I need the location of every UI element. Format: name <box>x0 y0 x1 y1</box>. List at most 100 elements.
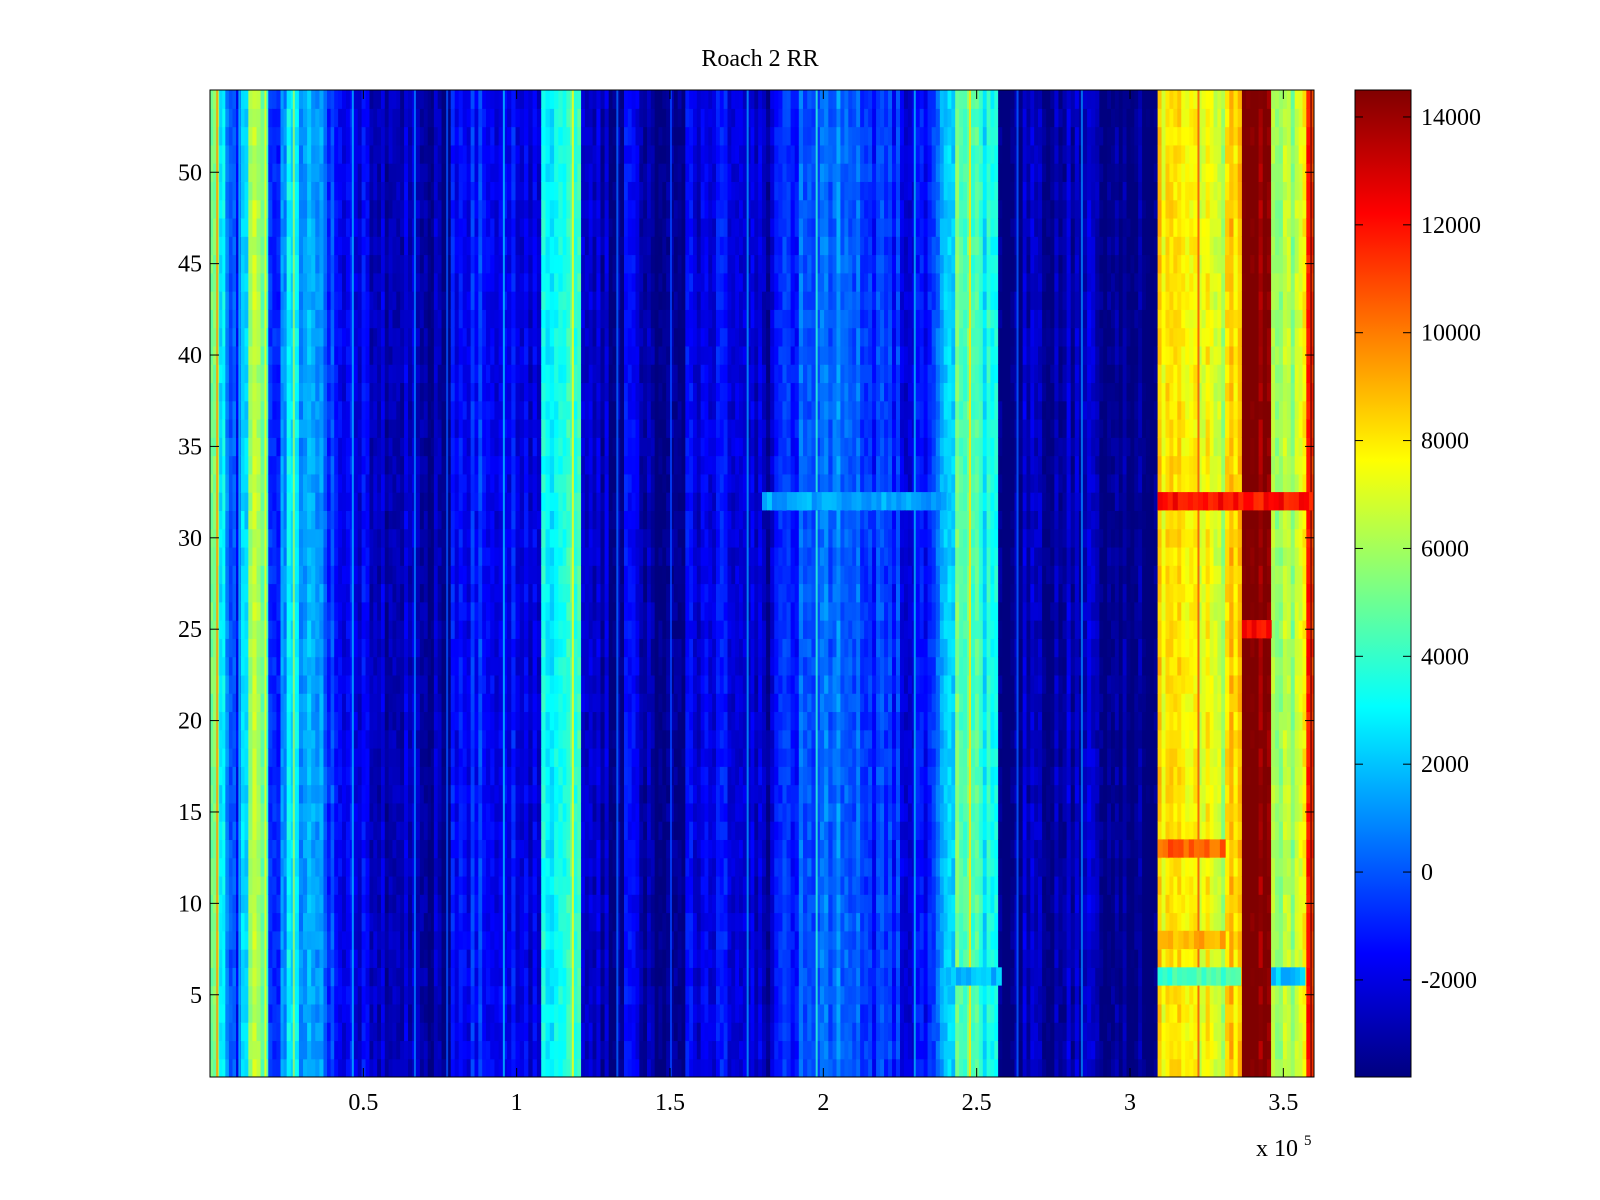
heatmap-cell <box>554 236 559 256</box>
heatmap-cell <box>458 857 464 877</box>
heatmap-cell <box>511 912 517 932</box>
heatmap-cell <box>494 108 500 128</box>
heatmap-cell <box>396 857 401 877</box>
heatmap-cell <box>373 144 378 164</box>
heatmap-cell <box>494 144 500 164</box>
heatmap-cell <box>415 912 421 932</box>
heatmap-cell <box>264 1040 269 1060</box>
heatmap-cell <box>427 839 432 859</box>
heatmap-cell <box>446 492 452 511</box>
heatmap-cell <box>430 163 435 182</box>
heatmap-cell <box>303 528 308 548</box>
heatmap-cell <box>507 711 512 731</box>
heatmap-cell <box>294 437 300 457</box>
heatmap-cell <box>437 839 443 859</box>
heatmap-cell <box>502 236 508 256</box>
heatmap-cell <box>252 601 258 621</box>
heatmap-cell <box>276 821 282 840</box>
heatmap-cell <box>373 419 378 438</box>
heatmap-cell <box>519 217 525 237</box>
heatmap-cell <box>330 912 335 932</box>
heatmap-cell <box>507 949 512 968</box>
heatmap-cell <box>219 802 223 822</box>
heatmap-cell <box>536 199 542 219</box>
heatmap-cell <box>361 674 367 694</box>
heatmap-cell <box>558 601 564 621</box>
heatmap-cell <box>396 711 401 731</box>
heatmap-band <box>486 90 521 1077</box>
heatmap-cell <box>427 272 432 292</box>
heatmap-cell <box>482 748 487 767</box>
heatmap-cell <box>248 327 254 347</box>
heatmap-cell <box>252 254 258 274</box>
heatmap-cell <box>441 236 447 256</box>
heatmap-cell <box>507 857 512 877</box>
heatmap-cell <box>286 345 292 365</box>
heatmap-cell <box>545 90 551 109</box>
heatmap-cell <box>311 601 316 621</box>
heatmap-cell <box>361 1040 367 1060</box>
heatmap-cell <box>276 1003 282 1023</box>
heatmap-cell <box>549 291 555 310</box>
heatmap-cell <box>423 802 429 822</box>
heatmap-cell <box>486 1058 491 1077</box>
heatmap-cell <box>396 784 401 804</box>
heatmap-cell <box>392 1040 397 1060</box>
heatmap-cell <box>462 821 468 840</box>
heatmap-cell <box>228 90 234 109</box>
heatmap-cell <box>240 674 246 694</box>
heatmap-cell <box>365 894 371 914</box>
heatmap-cell <box>280 510 285 530</box>
heatmap-cell <box>458 400 464 420</box>
heatmap-cell <box>286 327 292 347</box>
heatmap-cell <box>549 693 555 713</box>
heatmap-cell <box>228 492 234 511</box>
heatmap-cell <box>446 949 452 968</box>
heatmap-cell <box>256 163 262 182</box>
heatmap-cell <box>558 930 564 950</box>
heatmap-cell <box>252 345 258 365</box>
heatmap-cell <box>396 1003 401 1023</box>
heatmap-cell <box>276 583 282 603</box>
heatmap-cell <box>240 364 246 384</box>
heatmap-cell <box>388 802 394 822</box>
heatmap-cell <box>272 711 278 731</box>
heatmap-cell <box>532 437 538 457</box>
heatmap-cell <box>494 473 500 493</box>
heatmap-cell <box>248 912 254 932</box>
heatmap-cell <box>353 291 359 310</box>
heatmap-cell <box>392 1022 397 1042</box>
heatmap-cell <box>353 784 359 804</box>
heatmap-cell <box>507 236 512 256</box>
heatmap-cell <box>228 930 234 950</box>
heatmap-cell <box>377 821 382 840</box>
heatmap-cell <box>353 693 359 713</box>
heatmap-cell <box>377 199 382 219</box>
heatmap-cell <box>225 437 230 457</box>
heatmap-cell <box>225 601 230 621</box>
heatmap-cell <box>248 711 254 731</box>
heatmap-cell <box>384 985 390 1005</box>
heatmap-cell <box>458 1040 464 1060</box>
heatmap-cell <box>490 1058 496 1077</box>
heatmap-cell <box>298 693 304 713</box>
heatmap-cell <box>384 254 390 274</box>
heatmap-cell <box>400 528 405 548</box>
heatmap-cell <box>357 967 363 987</box>
heatmap-cell <box>330 766 335 786</box>
heatmap-cell <box>478 163 483 182</box>
heatmap-cell <box>470 199 476 219</box>
heatmap-cell <box>454 949 460 968</box>
heatmap-cell <box>264 90 269 109</box>
heatmap-cell <box>307 400 312 420</box>
heatmap-cell <box>228 199 234 219</box>
heatmap-cell <box>532 217 538 237</box>
heatmap-cell <box>248 510 254 530</box>
heatmap-cell <box>437 291 443 310</box>
heatmap-cell <box>441 656 447 676</box>
heatmap-cell <box>392 784 397 804</box>
heatmap-cell <box>446 217 452 237</box>
heatmap-cell <box>307 601 312 621</box>
heatmap-cell <box>256 546 262 566</box>
heatmap-cell <box>427 875 432 895</box>
